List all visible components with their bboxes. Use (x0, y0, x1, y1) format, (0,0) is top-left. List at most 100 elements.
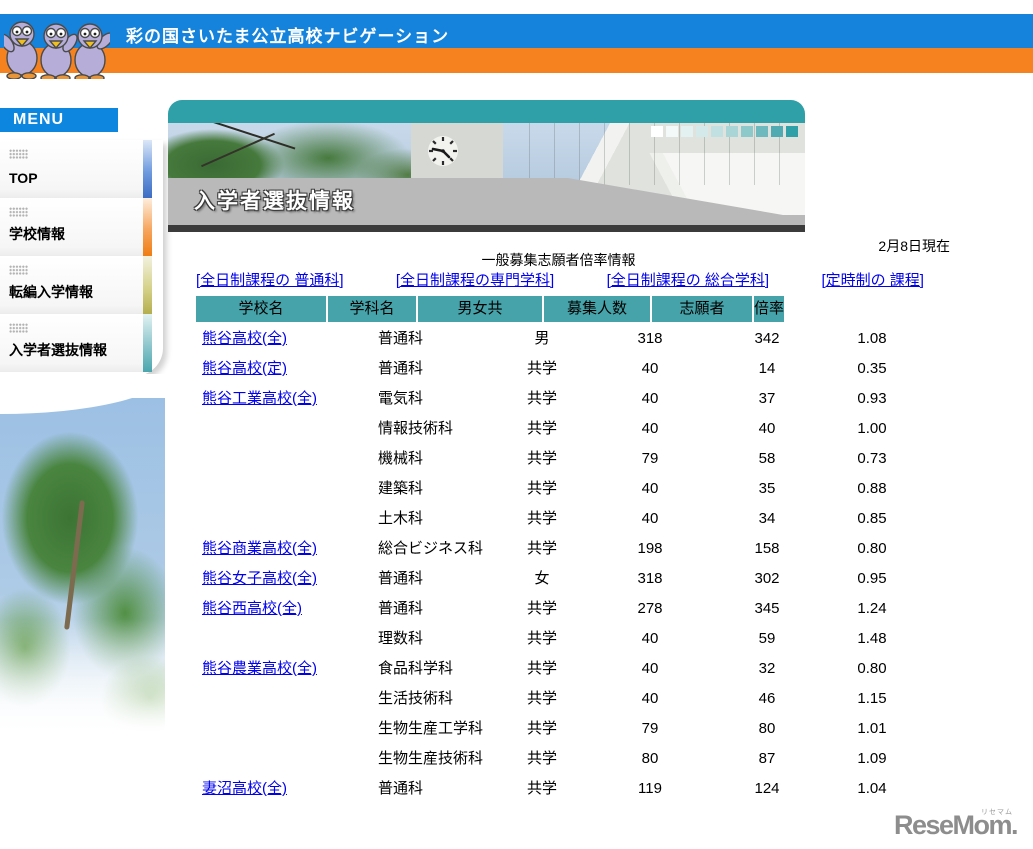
gender-cell: 共学 (526, 630, 557, 647)
applicants-cell: 124 (754, 780, 780, 797)
department-cell: 建築科 (378, 480, 424, 497)
resemom-wordmark: ReseMom. (893, 810, 1019, 840)
table-row: 機械科 共学 79 58 0.73 (196, 444, 924, 474)
table-row: 生活技術科 共学 40 46 1.15 (196, 684, 924, 714)
gender-cell: 共学 (526, 720, 557, 737)
sidebar-menu-item[interactable]: 入学者選抜情報 (0, 314, 152, 372)
school-name-cell (196, 624, 364, 654)
dots-grid-icon (9, 265, 28, 275)
department-cell: 食品科学科 (378, 660, 454, 677)
school-link[interactable]: 熊谷西高校(全) (202, 600, 302, 617)
school-link[interactable]: 熊谷農業高校(全) (202, 660, 317, 677)
banner-dark-bar (168, 225, 805, 232)
gender-cell: 共学 (526, 360, 557, 377)
school-name-cell: 熊谷農業高校(全) (196, 654, 364, 684)
category-link[interactable]: [全日制課程の 普通科] (196, 272, 344, 289)
table-row: 熊谷工業高校(全) 電気科 共学 40 37 0.93 (196, 384, 924, 414)
department-cell: 普通科 (378, 360, 424, 377)
school-name-cell (196, 414, 364, 444)
applicants-cell: 342 (754, 330, 780, 347)
ratio-cell: 1.15 (857, 690, 887, 707)
applicants-cell: 59 (758, 630, 776, 647)
site-title: 彩の国さいたま公立高校ナビゲーション (126, 27, 450, 46)
sidebar-item-label: 転編入学情報 (9, 284, 93, 300)
school-name-cell: 熊谷西高校(全) (196, 594, 364, 624)
department-cell: 普通科 (378, 780, 424, 797)
ratio-cell: 1.09 (857, 750, 887, 767)
dots-grid-icon (9, 323, 28, 333)
table-row: 熊谷高校(定) 普通科 共学 40 14 0.35 (196, 354, 924, 384)
banner-photo: 入学者選抜情報 (168, 123, 805, 225)
school-link[interactable]: 熊谷工業高校(全) (202, 390, 317, 407)
school-name-cell: 妻沼高校(全) (196, 774, 364, 804)
category-link[interactable]: [全日制課程の 総合学科] (606, 272, 770, 289)
school-link[interactable]: 熊谷高校(定) (202, 360, 287, 377)
sidebar-menu: TOP 学校情報 転編入学情報 入学者選抜情報 (0, 140, 163, 376)
gender-cell: 共学 (526, 390, 557, 407)
school-name-cell: 熊谷高校(定) (196, 354, 364, 384)
ratio-cell: 0.73 (857, 450, 887, 467)
applicants-cell: 32 (758, 660, 776, 677)
sidebar-menu-item[interactable]: 転編入学情報 (0, 256, 152, 314)
department-cell: 生活技術科 (378, 690, 454, 707)
department-cell: 機械科 (378, 450, 424, 467)
table-row: 生物生産技術科 共学 80 87 1.09 (196, 744, 924, 774)
ratio-cell: 0.80 (857, 540, 887, 557)
dots-grid-icon (9, 207, 28, 217)
menu-header: MENU (0, 108, 118, 132)
department-cell: 普通科 (378, 600, 424, 617)
gender-cell: 共学 (526, 510, 557, 527)
school-link[interactable]: 熊谷女子高校(全) (202, 570, 317, 587)
gender-cell: 共学 (526, 480, 557, 497)
sidebar-item-label: 学校情報 (9, 226, 65, 242)
ratio-cell: 0.80 (857, 660, 887, 677)
gender-cell: 共学 (526, 750, 557, 767)
department-cell: 普通科 (378, 570, 424, 587)
department-cell: 総合ビジネス科 (378, 540, 484, 557)
bird-mascots-icon (0, 15, 114, 84)
capacity-cell: 40 (641, 510, 659, 527)
table-row: 妻沼高校(全) 普通科 共学 119 124 1.04 (196, 774, 924, 804)
accent-strip (143, 256, 152, 314)
ratio-cell: 0.95 (857, 570, 887, 587)
table-header-cell: 募集人数 (544, 296, 650, 322)
capacity-cell: 79 (641, 720, 659, 737)
applicants-cell: 58 (758, 450, 776, 467)
school-link[interactable]: 熊谷商業高校(全) (202, 540, 317, 557)
school-link[interactable]: 妻沼高校(全) (202, 780, 287, 797)
school-name-cell (196, 444, 364, 474)
capacity-cell: 40 (641, 360, 659, 377)
school-name-cell (196, 474, 364, 504)
gender-cell: 共学 (526, 450, 557, 467)
applicants-cell: 158 (754, 540, 780, 557)
gender-cell: 共学 (526, 600, 557, 617)
header-orange-bar (0, 48, 1033, 73)
applicants-cell: 80 (758, 720, 776, 737)
deco-square (771, 126, 783, 137)
table-body: 熊谷高校(全) 普通科 男 318 342 1.08 熊谷高校(定) 普通科 共… (196, 324, 924, 804)
applicants-cell: 40 (758, 420, 776, 437)
deco-square (786, 126, 798, 137)
department-cell: 土木科 (378, 510, 424, 527)
ratio-cell: 0.35 (857, 360, 887, 377)
table-header-row: 学校名 学科名 男女共 募集人数 志願者 倍率 (196, 296, 924, 322)
category-link[interactable]: [定時制の 課程] (821, 272, 924, 289)
sidebar-menu-item[interactable]: 学校情報 (0, 198, 152, 256)
table-row: 熊谷西高校(全) 普通科 共学 278 345 1.24 (196, 594, 924, 624)
school-link[interactable]: 熊谷高校(全) (202, 330, 287, 347)
category-link[interactable]: [全日制課程の専門学科] (395, 272, 555, 289)
department-cell: 情報技術科 (378, 420, 454, 437)
capacity-cell: 40 (641, 480, 659, 497)
ratio-cell: 1.04 (857, 780, 887, 797)
capacity-cell: 40 (641, 690, 659, 707)
sidebar-menu-item[interactable]: TOP (0, 140, 152, 198)
table-row: 建築科 共学 40 35 0.88 (196, 474, 924, 504)
sidebar-item-label: 入学者選抜情報 (9, 342, 107, 358)
applicants-cell: 34 (758, 510, 776, 527)
deco-square (681, 126, 693, 137)
table-row: 生物生産工学科 共学 79 80 1.01 (196, 714, 924, 744)
ratio-cell: 1.48 (857, 630, 887, 647)
table-header-cell: 男女共 (418, 296, 542, 322)
school-name-cell: 熊谷高校(全) (196, 324, 364, 354)
page-subtitle: 一般募集志願者倍率情報 (481, 252, 636, 268)
